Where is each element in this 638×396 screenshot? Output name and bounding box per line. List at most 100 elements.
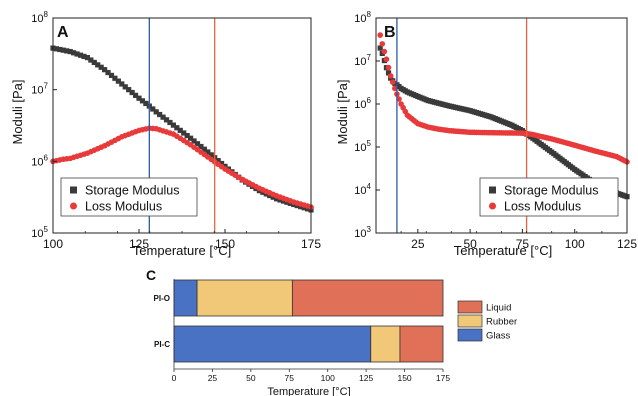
panel-a-point [84, 55, 90, 61]
panel-a-ylabel: Moduli [Pa] [10, 79, 25, 144]
panel-b-point [377, 32, 383, 38]
panel-b-ytick-label: 104 [354, 182, 371, 197]
panel-a-point [129, 89, 135, 96]
panel-c-legend-label: Rubber [486, 317, 517, 328]
panel-c-xtick-label: 25 [208, 373, 218, 383]
panel-a-point [184, 133, 190, 139]
panel-a-series-1 [50, 125, 314, 210]
panel-c-bar-pi-c-liquid [399, 325, 444, 363]
panel-a-point [208, 152, 214, 158]
panel-a-letter: A [57, 24, 69, 41]
panel-a-point [181, 130, 187, 136]
panel-b-legend-label: Loss Modulus [504, 200, 581, 214]
panel-b-point [396, 96, 402, 102]
panel-a-point [88, 57, 94, 63]
panel-b-ytick-label: 103 [354, 225, 371, 240]
panel-b-xtick-label: 25 [411, 237, 425, 251]
panel-a-xtick-label: 125 [129, 237, 149, 251]
panel-a-point [112, 75, 118, 81]
panel-a-legend-marker [70, 186, 77, 194]
panel-c-chart: C PI-O PI-C 0 25 50 75 100 125 150 175 Liquid Rubbe… [146, 267, 517, 396]
panel-c-xtick-label: 125 [359, 373, 373, 383]
panel-a-point [77, 52, 84, 58]
panel-b-point [387, 73, 394, 79]
panel-b-point [377, 45, 383, 51]
panel-a-ytick-label: 107 [31, 82, 48, 97]
panel-c-xtick-label: 150 [397, 373, 411, 383]
panel-a-point [64, 48, 70, 54]
panel-a-point [95, 62, 101, 68]
panel-b-ytick-label: 108 [354, 10, 371, 25]
panel-a-point [160, 114, 166, 120]
panel-a-point [170, 122, 176, 128]
panel-a-chart: A 100 125 150 175 105 106 107 108 Storage Modulu… [10, 10, 321, 258]
panel-a-point [74, 51, 80, 57]
panel-b-point [379, 50, 385, 57]
panel-a-point [53, 46, 60, 52]
panel-b-point [385, 64, 392, 71]
panel-c-xtick-label: 50 [246, 373, 256, 383]
panel-a-point [81, 53, 87, 60]
panel-a-point [122, 84, 128, 90]
panel-c-xlabel: Temperature [°C] [267, 386, 350, 396]
panel-a-point [91, 59, 97, 66]
panel-b-xlabel: Temperature [°C] [454, 243, 552, 258]
panel-b-point [385, 70, 392, 76]
panel-a-legend-label: Storage Modulus [85, 184, 180, 198]
panel-c-bar-pi-o-liquid [291, 279, 444, 317]
panel-a-ytick-label: 108 [31, 10, 48, 25]
panel-a-point [60, 47, 66, 53]
panel-b-ytick-label: 107 [354, 53, 371, 68]
panel-a-xlabel: Temperature [°C] [133, 243, 231, 258]
panel-a-xtick-label: 175 [301, 237, 321, 251]
panel-a-ytick-label: 106 [31, 153, 48, 168]
panel-a-point [105, 69, 111, 76]
panel-c-bar-pi-c-rubber [370, 325, 401, 363]
panel-a-point [153, 109, 159, 115]
panel-a-point [198, 143, 204, 150]
panel-a-point [57, 46, 63, 53]
panel-b-ylabel: Moduli [Pa] [335, 79, 350, 144]
panel-b-point [379, 41, 386, 47]
panel-a-xtick-label: 100 [43, 237, 63, 251]
panel-c-letter: C [146, 267, 156, 283]
panel-a-point [119, 81, 125, 87]
panel-a-point [102, 67, 108, 73]
panel-a-point [215, 158, 221, 164]
panel-a-ytick-label: 105 [31, 225, 48, 240]
panel-b-legend: Storage Modulus Loss Modulus [479, 177, 619, 217]
panel-a-point [277, 197, 283, 203]
panel-a-legend-marker [70, 202, 77, 210]
panel-c-legend-label: Liquid [486, 303, 511, 314]
panel-b-xtick-label: 75 [516, 237, 530, 251]
panel-a-point [157, 111, 163, 118]
panel-a-point [274, 196, 280, 202]
panel-a-point [132, 92, 139, 98]
panel-a-point [201, 146, 207, 152]
panel-c-legend-label: Glass [486, 331, 511, 342]
panel-c-bar-pi-c-glass [173, 325, 372, 363]
panel-b-xtick-label: 125 [617, 237, 637, 251]
panel-a-point [163, 117, 170, 123]
panel-a-point [194, 141, 201, 147]
panel-b-chart: B 25 50 75 100 125 103 104 105 106 107 108 Storage … [335, 10, 637, 258]
panel-a-point [71, 50, 77, 56]
panel-c-bar-pi-o-glass [173, 279, 198, 317]
panel-c-category-label: PI-C [154, 340, 170, 349]
panel-b-xtick-label: 100 [565, 237, 585, 251]
panel-a-point [98, 64, 104, 70]
panel-a-point [143, 100, 149, 107]
panel-b-legend-box [479, 177, 619, 217]
panel-b-point [389, 79, 396, 85]
panel-c-legend-swatch [457, 300, 483, 314]
panel-a-point [67, 48, 73, 55]
panel-c-xtick-label: 0 [172, 373, 177, 383]
panel-a-point [188, 135, 194, 141]
panel-b-ytick-label: 106 [354, 96, 371, 111]
panel-a-legend-label: Loss Modulus [85, 200, 162, 214]
panel-a-xtick-label: 150 [215, 237, 235, 251]
panel-a-point [270, 194, 276, 200]
panel-a-point [126, 87, 132, 93]
panel-c-legend-swatch [457, 328, 483, 342]
